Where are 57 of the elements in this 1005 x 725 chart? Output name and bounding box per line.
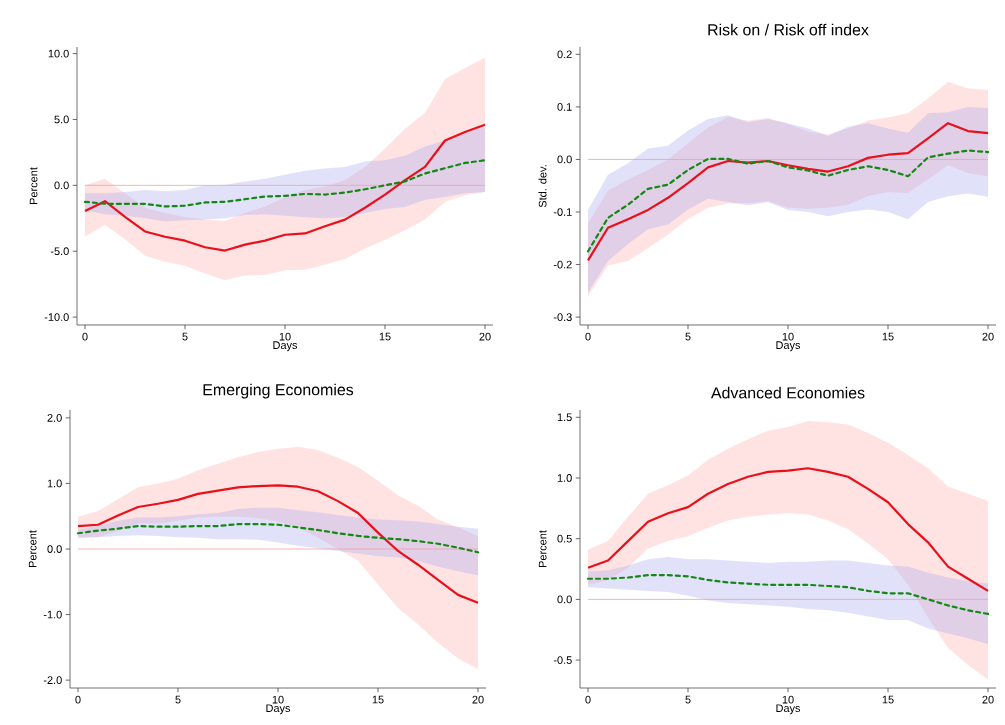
y-tick-label: -0.1: [553, 208, 572, 216]
line-series: [76, 484, 480, 604]
y-tick-label: 0.2: [557, 50, 572, 59]
x-tick-label: 20: [472, 695, 484, 704]
x-axis-title: Days: [266, 704, 291, 715]
x-tick-label: 10: [782, 332, 794, 341]
y-axis-title: Std. dev.: [538, 165, 547, 208]
y-tick-label: 1.5: [557, 413, 572, 422]
line-series: [83, 123, 487, 252]
x-tick-label: 5: [182, 332, 188, 341]
y-tick-label: 0.5: [557, 534, 572, 543]
y-tick-label: 10.0: [48, 49, 69, 58]
y-tick-label: 2.0: [47, 414, 62, 422]
x-tick-label: 10: [279, 332, 291, 341]
chart-title: Risk on / Risk off index: [708, 23, 869, 36]
line-series: [586, 122, 990, 262]
y-tick-label: 0.0: [557, 155, 572, 164]
y-tick-label: -5.0: [50, 247, 69, 256]
x-tick-label: 15: [372, 695, 384, 704]
y-tick-label: 0.0: [54, 181, 69, 190]
y-tick-label: 1.0: [47, 479, 62, 488]
line-series: [586, 149, 990, 253]
x-tick-label: 5: [685, 332, 691, 341]
line-series: [586, 467, 990, 592]
y-tick-label: -0.3: [553, 313, 572, 321]
x-tick-label: 20: [982, 695, 994, 704]
y-axis-title: Percent: [29, 167, 38, 204]
x-tick-label: 0: [82, 332, 88, 341]
x-tick-label: 0: [585, 332, 591, 341]
y-tick-label: 5.0: [54, 115, 69, 124]
y-tick-label: -2.0: [43, 676, 62, 685]
x-tick-label: 5: [685, 695, 691, 704]
x-axis-title: Days: [776, 341, 801, 352]
x-tick-label: 10: [272, 695, 284, 704]
chart-title: Emerging Economies: [203, 383, 354, 399]
y-tick-label: 0.0: [557, 595, 572, 604]
y-tick-label: -0.5: [553, 656, 572, 664]
y-tick-label: 0.0: [47, 545, 62, 553]
x-tick-label: 0: [585, 695, 591, 704]
x-axis-title: Days: [273, 341, 298, 352]
chart-title: Advanced Economies: [710, 386, 865, 399]
x-tick-label: 15: [882, 695, 894, 704]
y-tick-label: -1.0: [43, 610, 62, 619]
y-tick-label: -10.0: [44, 313, 69, 321]
x-tick-label: 15: [379, 332, 391, 341]
y-axis-title: Percent: [538, 530, 547, 567]
y-axis-title: Percent: [28, 530, 37, 567]
x-axis-title: Days: [776, 704, 801, 715]
x-tick-label: 15: [882, 332, 894, 341]
x-tick-label: 10: [782, 695, 794, 704]
x-tick-label: 20: [982, 332, 994, 341]
y-tick-label: -0.2: [553, 260, 572, 269]
x-tick-label: 20: [479, 332, 491, 341]
y-tick-label: 0.1: [557, 103, 572, 111]
x-tick-label: 5: [175, 695, 181, 704]
y-tick-label: 1.0: [557, 474, 572, 482]
x-tick-label: 0: [75, 695, 81, 704]
